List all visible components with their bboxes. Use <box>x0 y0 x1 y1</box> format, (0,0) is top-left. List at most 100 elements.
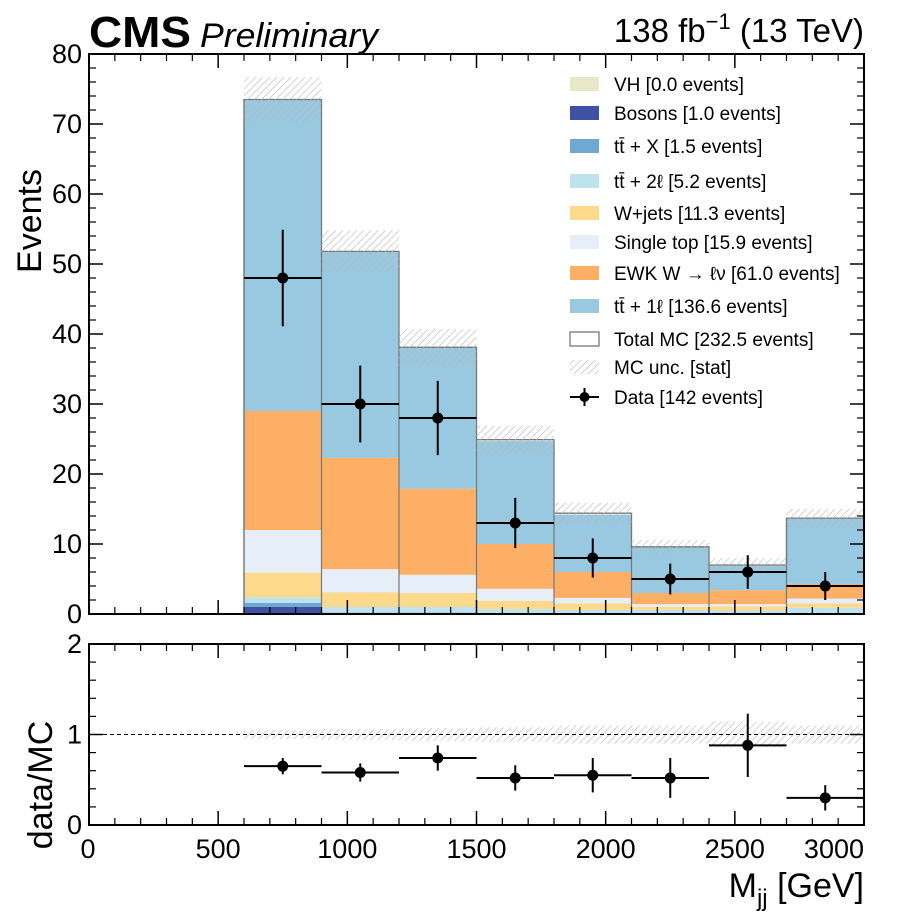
mc-unc-band <box>631 539 709 554</box>
ratio-panel: 0 1 2 0 500 1000 1500 2000 2500 3000 data/MC Mjj … <box>22 629 865 912</box>
ratio-y-axis-label: data/MC <box>22 721 60 850</box>
ratio-axes: 0 1 2 0 500 1000 1500 2000 2500 3000 <box>67 629 865 864</box>
stack-bar <box>631 593 709 605</box>
stack-bar <box>554 603 632 610</box>
ratio-unc-band <box>321 729 399 740</box>
lumi-label: 138 fb−1 (13 TeV) <box>614 9 864 49</box>
ratio-y-tick-label: 2 <box>67 629 82 659</box>
ratio-point <box>587 769 599 781</box>
legend-label: EWK W → ℓν [61.0 events] <box>614 264 840 285</box>
mc-unc-band <box>476 425 554 454</box>
ratio-y-tick-label: 0 <box>67 810 82 840</box>
data-point <box>509 517 521 529</box>
main-y-axis-label: Events <box>11 169 49 273</box>
ratio-point <box>354 767 366 779</box>
ratio-unc-band <box>476 727 554 742</box>
series-4 <box>244 572 864 611</box>
stack-bar <box>709 604 787 607</box>
ratio-unc-band <box>244 729 322 740</box>
data-point <box>819 580 831 592</box>
stack-bar <box>244 597 322 603</box>
main-panel: 0 10 20 30 40 50 60 70 80 VH [0.0 events] Bosons … <box>11 39 865 629</box>
legend-swatch <box>570 174 599 188</box>
y-tick-label: 0 <box>67 599 82 629</box>
mc-unc-band <box>554 502 632 524</box>
data-point <box>587 552 599 564</box>
y-tick-label: 30 <box>52 389 82 419</box>
data-point <box>354 398 366 410</box>
ratio-points <box>244 713 864 811</box>
y-tick-label: 80 <box>52 39 82 69</box>
stack-bar <box>631 607 709 610</box>
legend-label: W+jets [11.3 events] <box>614 204 785 225</box>
legend-swatch <box>570 299 599 313</box>
ratio-unc-band <box>554 725 632 744</box>
lumi-value: 138 fb <box>614 12 706 49</box>
legend-swatch <box>570 139 599 153</box>
series-1 <box>244 607 322 614</box>
ratio-plot-area <box>89 713 864 811</box>
ratio-point <box>277 760 289 772</box>
legend-entry: Data [142 events] <box>570 388 763 409</box>
legend-entry: Single top [15.9 events] <box>570 233 813 254</box>
x-tick-label: 0 <box>80 834 95 864</box>
x-tick-label: 1500 <box>446 834 506 864</box>
x-axis-label-var: M <box>729 867 757 905</box>
stack-bar <box>476 588 554 601</box>
stack-bar <box>476 544 554 589</box>
stack-bar <box>244 411 322 530</box>
stack-bar <box>786 607 864 614</box>
stack-bar <box>786 603 864 608</box>
y-tick-label: 50 <box>52 249 82 279</box>
legend-swatch <box>570 266 599 280</box>
stack-bar <box>321 607 399 613</box>
x-tick-label: 2000 <box>576 834 636 864</box>
experiment-label: CMS <box>89 8 191 57</box>
legend-label: tt̄ + 1ℓ [136.6 events] <box>614 297 788 318</box>
stack-bar <box>399 593 477 607</box>
ratio-point <box>664 772 676 784</box>
y-tick-label: 40 <box>52 319 82 349</box>
legend-label: Total MC [232.5 events] <box>614 330 814 351</box>
legend-entry: Bosons [1.0 events] <box>570 104 781 125</box>
x-tick-label: 500 <box>196 834 241 864</box>
stack-bar <box>321 457 399 570</box>
legend-label: Bosons [1.0 events] <box>614 104 781 125</box>
legend-swatch <box>569 331 600 347</box>
lumi-energy: (13 TeV) <box>731 12 864 49</box>
stack-bar <box>709 606 787 611</box>
main-frame <box>88 53 865 615</box>
ratio-y-tick-label: 1 <box>67 720 82 750</box>
legend-entry: Total MC [232.5 events] <box>569 330 814 351</box>
stack-bar <box>321 569 399 593</box>
stack-bar <box>631 604 709 607</box>
main-plot-area <box>89 77 865 615</box>
legend-label: VH [0.0 events] <box>614 75 744 96</box>
stack-bar <box>476 609 554 614</box>
x-axis-label: Mjj [GeV] <box>729 867 864 912</box>
legend-swatch <box>570 106 599 120</box>
x-axis-label-sub: jj <box>756 885 768 912</box>
x-tick-label: 2500 <box>705 834 765 864</box>
ratio-point <box>432 752 444 764</box>
stack-bar <box>399 607 477 613</box>
stack-bar <box>399 488 477 575</box>
mc-unc-band <box>321 230 399 273</box>
ratio-point <box>819 792 831 804</box>
legend-entry: tt̄ + 1ℓ [136.6 events] <box>570 297 788 318</box>
legend-swatch <box>570 206 599 220</box>
data-point <box>432 412 444 424</box>
stack-bar <box>476 600 554 610</box>
stack-bar <box>399 574 477 593</box>
lumi-exponent: −1 <box>706 9 731 34</box>
mc-unc-band <box>786 509 864 528</box>
ratio-unc-band <box>399 728 477 741</box>
legend-label: MC unc. [stat] <box>614 358 731 379</box>
legend-entry: tt̄ + 2ℓ [5.2 events] <box>570 172 766 193</box>
stack-bar <box>244 607 322 614</box>
x-tick-label: 1000 <box>317 834 377 864</box>
legend-entry: MC unc. [stat] <box>570 358 731 379</box>
stack-bar <box>244 572 322 598</box>
legend-label: Data [142 events] <box>614 388 763 409</box>
